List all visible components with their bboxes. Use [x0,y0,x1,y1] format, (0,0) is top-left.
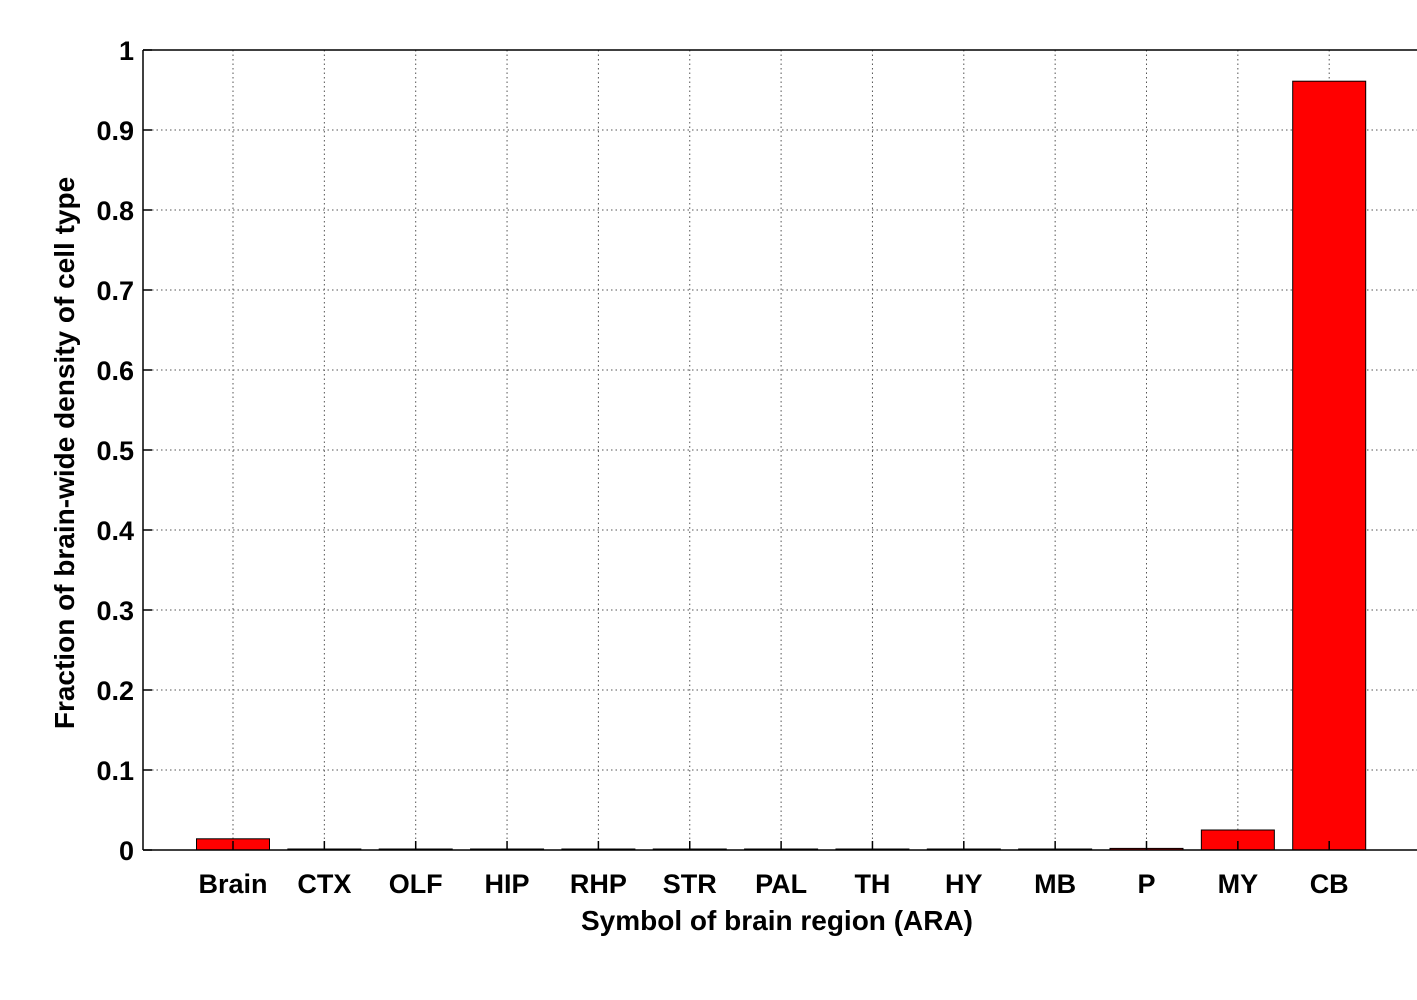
x-tick-label: STR [663,869,717,899]
y-tick-label: 0 [119,836,134,866]
y-tick-label: 0.8 [96,196,134,226]
y-tick-label: 0.1 [96,756,134,786]
y-axis-label: Fraction of brain-wide density of cell t… [49,177,80,729]
x-axis-label: Symbol of brain region (ARA) [581,905,973,936]
bar-cb [1292,80,1367,851]
x-tick-label: TH [854,869,890,899]
plot-area [143,50,1417,850]
grid [143,50,1417,850]
x-tick-label: RHP [570,869,627,899]
y-tick-label: 0.7 [96,276,134,306]
x-tick-label: CB [1310,869,1349,899]
x-ticks: Brain CTX OLF HIP RHP STR PAL TH HY MB P MY CB [198,841,1349,899]
y-tick-label: 0.2 [96,676,134,706]
x-tick-label: CTX [297,869,351,899]
x-tick-label: P [1137,869,1155,899]
x-tick-label: MY [1218,869,1259,899]
y-tick-label: 0.6 [96,356,134,386]
y-tick-label: 1 [119,36,134,66]
x-tick-label: Brain [198,869,267,899]
x-tick-label: HIP [485,869,530,899]
x-tick-label: MB [1034,869,1076,899]
x-tick-label: HY [945,869,983,899]
y-tick-label: 0.5 [96,436,134,466]
y-tick-label: 0.3 [96,596,134,626]
y-ticks: 0 0.1 0.2 0.3 0.4 0.5 0.6 0.7 0.8 0.9 1 [96,36,152,866]
y-tick-label: 0.4 [96,516,134,546]
x-tick-label: OLF [389,869,443,899]
x-tick-label: PAL [755,869,807,899]
y-tick-label: 0.9 [96,116,134,146]
